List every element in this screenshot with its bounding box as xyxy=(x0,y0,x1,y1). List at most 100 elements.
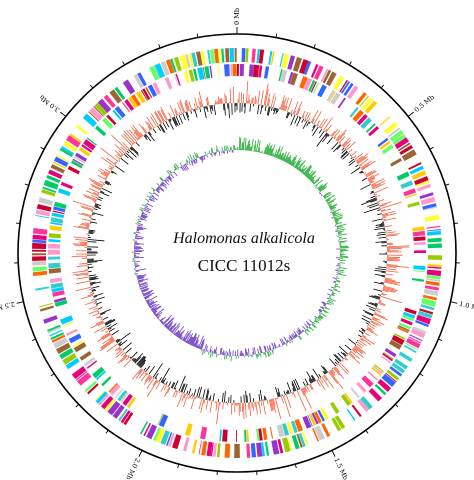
cds-block xyxy=(94,125,107,137)
gc-content-bar xyxy=(344,356,349,361)
gc-skew-bar xyxy=(331,216,334,219)
gc-content-bar xyxy=(350,157,353,160)
gc-skew-bar xyxy=(137,278,144,282)
gc-content-bar xyxy=(93,296,97,298)
gc-content-bar xyxy=(378,266,387,269)
gc-skew-bar xyxy=(135,234,139,236)
cds-block xyxy=(413,241,426,246)
gc-content-bar xyxy=(215,100,217,105)
cds-block xyxy=(117,390,128,402)
cds-block xyxy=(48,262,61,269)
gc-skew-bar xyxy=(283,157,286,162)
cds-block xyxy=(114,86,126,100)
minor-tick xyxy=(196,33,199,38)
gc-content-bar xyxy=(111,329,120,336)
cds-block xyxy=(419,192,434,199)
gc-content-bar xyxy=(140,372,148,382)
gc-content-bar xyxy=(198,398,203,409)
gc-skew-bar xyxy=(156,314,161,319)
gc-content-bar xyxy=(137,137,140,140)
gc-content-bar xyxy=(304,378,309,386)
gc-skew-bar xyxy=(269,148,273,156)
tick-label: 1.0 Mb xyxy=(458,300,474,313)
gc-content-bar xyxy=(131,126,141,139)
gc-skew-bar xyxy=(178,331,184,338)
cds-block xyxy=(35,286,50,291)
gc-content-bar xyxy=(306,383,308,386)
gc-skew-bar xyxy=(286,343,288,345)
gc-content-bar xyxy=(90,284,93,286)
gc-content-bar xyxy=(318,129,323,134)
gc-skew-bar xyxy=(200,156,204,163)
gc-content-bar xyxy=(154,372,159,379)
gc-skew-bar xyxy=(317,185,323,190)
cds-block xyxy=(427,243,442,249)
gc-content-bar xyxy=(143,135,148,141)
cds-block xyxy=(381,373,396,388)
gc-content-bar xyxy=(274,397,282,419)
gc-content-bar xyxy=(97,198,102,201)
gc-content-bar xyxy=(99,180,105,184)
gc-skew-bar xyxy=(194,158,198,164)
gc-content-bar xyxy=(360,171,364,174)
gc-content-bar xyxy=(375,223,385,226)
gc-content-bar xyxy=(88,309,99,315)
gc-skew-bar xyxy=(259,353,262,358)
gc-content-bar xyxy=(131,146,139,154)
gc-content-bar xyxy=(339,142,342,144)
cds-block xyxy=(52,290,65,297)
gc-skew-bar xyxy=(187,336,193,344)
gc-skew-bar xyxy=(180,337,182,340)
gc-skew-bar xyxy=(149,195,152,197)
gc-skew-bar xyxy=(199,156,202,160)
gc-skew-bar xyxy=(308,319,313,324)
cds-block xyxy=(412,230,426,237)
cds-block xyxy=(427,266,442,269)
gc-skew-bar xyxy=(268,345,272,351)
cds-block xyxy=(131,94,141,107)
gc-content-bar xyxy=(383,217,397,222)
gc-content-bar xyxy=(317,378,326,391)
gc-content-bar xyxy=(148,365,156,375)
gc-content-bar xyxy=(367,326,373,331)
gc-content-bar xyxy=(272,398,276,407)
gc-content-bar xyxy=(165,120,170,128)
gc-skew-bar xyxy=(325,198,331,202)
cds-block xyxy=(84,380,97,393)
gc-skew-bar xyxy=(300,168,304,173)
gc-skew-bar xyxy=(306,326,308,329)
gc-content-bar xyxy=(386,264,398,266)
gc-skew-bar xyxy=(154,313,157,316)
gc-content-bar xyxy=(374,227,385,231)
gc-skew-bar xyxy=(283,336,288,344)
gc-skew-bar xyxy=(328,205,331,207)
gc-skew-bar xyxy=(140,207,144,210)
cds-block xyxy=(405,193,417,199)
gc-content-bar xyxy=(183,394,189,408)
gc-content-bar xyxy=(368,176,375,182)
gc-skew-bar xyxy=(269,148,274,156)
gc-skew-bar xyxy=(331,293,335,296)
gc-skew-bar xyxy=(319,313,321,316)
gc-content-bar xyxy=(109,337,114,341)
gc-skew-bar xyxy=(334,216,343,221)
cds-block xyxy=(246,429,249,442)
gc-skew-bar xyxy=(324,306,330,311)
cds-block xyxy=(419,308,434,315)
cds-block xyxy=(389,130,404,142)
gc-content-bar xyxy=(190,396,196,410)
cds-block xyxy=(157,413,164,425)
cds-block xyxy=(60,181,74,190)
gc-content-bar xyxy=(89,291,93,294)
gc-content-bar xyxy=(313,111,322,125)
gc-content-bar xyxy=(117,153,122,158)
gc-skew-bar xyxy=(143,209,151,214)
gc-skew-bar xyxy=(255,354,258,359)
cds-block xyxy=(427,263,442,267)
gc-skew-bar xyxy=(168,169,172,174)
cds-block xyxy=(154,63,166,78)
gc-skew-bar xyxy=(335,222,339,224)
gc-skew-bar xyxy=(173,166,177,170)
gc-content-bar xyxy=(77,225,90,229)
gc-skew-bar xyxy=(335,283,339,286)
